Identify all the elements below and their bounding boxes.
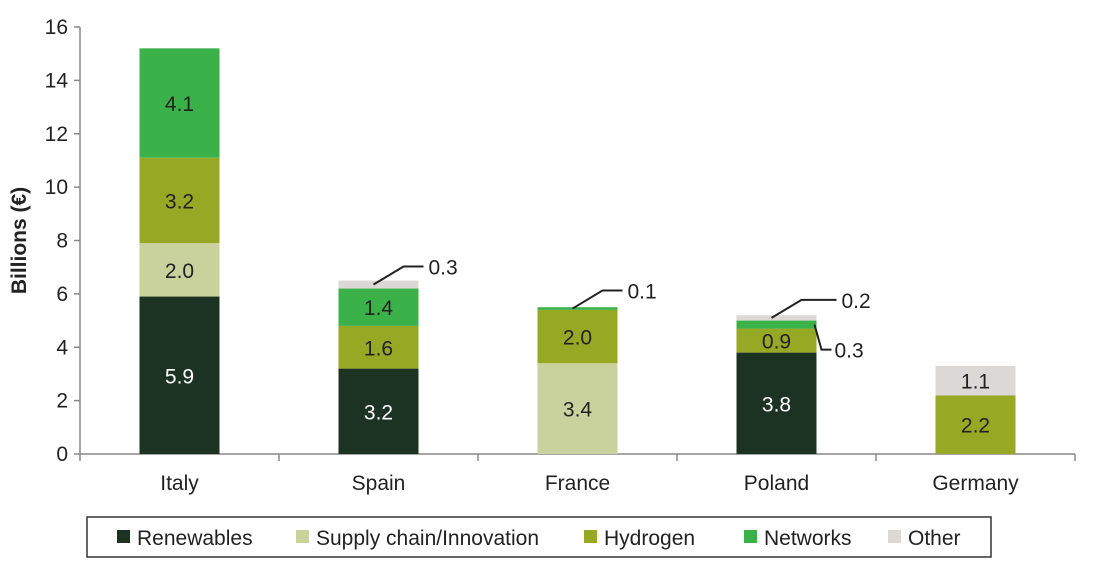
bar-segment (736, 315, 817, 321)
bar-segment (338, 288, 419, 326)
x-tick-label: Poland (744, 472, 809, 495)
data-label: 3.2 (364, 401, 393, 424)
legend-item-label: Hydrogen (604, 527, 695, 550)
y-tick-label: 8 (56, 230, 68, 253)
bar-segment (139, 157, 220, 244)
data-label: 2.0 (563, 327, 592, 350)
bar-segment (935, 365, 1016, 396)
data-label: 5.9 (165, 365, 194, 388)
bar-segment (537, 307, 618, 310)
bar-segment (736, 328, 817, 353)
data-label: 4.1 (165, 93, 194, 116)
data-label: 1.4 (364, 297, 394, 320)
legend-item-label: Supply chain/Innovation (316, 527, 539, 550)
x-tick-label: Italy (160, 472, 199, 495)
data-label: 0.3 (835, 340, 864, 363)
callout-line (571, 289, 623, 310)
legend-swatch (744, 530, 757, 543)
bar-segment (139, 296, 220, 454)
bar-segment (736, 320, 817, 329)
data-label: 2.0 (165, 260, 194, 283)
bar-segment (935, 395, 1016, 454)
legend: Renewables Supply chain/Innovation Hydroge… (86, 516, 992, 558)
bar-segment (338, 325, 419, 369)
data-label: 1.1 (961, 371, 990, 394)
y-tick-label: 4 (56, 336, 68, 359)
y-tick-label: 6 (56, 283, 68, 306)
y-tick-label: 0 (56, 443, 68, 466)
bar-segment (338, 368, 419, 454)
bar-segment (537, 363, 618, 454)
bars-layer: 5.9 2.0 3.2 4.1 3.2 1.6 1.4 3.4 2.0 3.8 0.9 2.2 1.1 (139, 48, 1016, 454)
callout-line (770, 298, 837, 319)
y-axis-label: Billions (€) (8, 187, 31, 294)
data-label: 3.4 (563, 399, 593, 422)
bar-segment (537, 309, 618, 364)
legend-box (86, 516, 992, 558)
data-label: 0.1 (628, 281, 657, 304)
legend-item-label: Networks (764, 527, 852, 550)
legend-item-label: Renewables (137, 527, 253, 550)
callout-layer: 0.3 0.1 0.2 0.3 (372, 257, 871, 363)
x-tick-label: France (545, 472, 610, 495)
legend-swatch (888, 530, 901, 543)
x-tick-label: Spain (352, 472, 406, 495)
data-label: 0.2 (842, 290, 871, 313)
y-tick-label: 2 (56, 390, 68, 413)
bar-segment (736, 352, 817, 454)
x-tick-label: Germany (932, 472, 1019, 495)
callout-line (813, 324, 832, 351)
legend-swatch (296, 530, 309, 543)
y-tick-label: 12 (45, 123, 68, 146)
axis-layer: 0 2 4 6 8 10 12 14 16 Italy Spain France Poland Germa… (45, 16, 1076, 495)
legend-swatch (584, 530, 597, 543)
data-label: 2.2 (961, 415, 990, 438)
bar-segment (139, 243, 220, 297)
legend-swatch (117, 530, 130, 543)
y-tick-label: 14 (45, 69, 69, 92)
data-label: 0.3 (429, 257, 458, 280)
bar-segment (139, 48, 220, 158)
data-label: 3.2 (165, 190, 194, 213)
y-tick-label: 16 (45, 16, 68, 39)
data-label: 0.9 (762, 331, 791, 354)
y-tick-label: 10 (45, 176, 68, 199)
data-label: 3.8 (762, 393, 791, 416)
data-label: 1.6 (364, 337, 393, 360)
bar-segment (338, 280, 419, 289)
callout-line (372, 265, 424, 286)
legend-item-label: Other (908, 527, 961, 550)
